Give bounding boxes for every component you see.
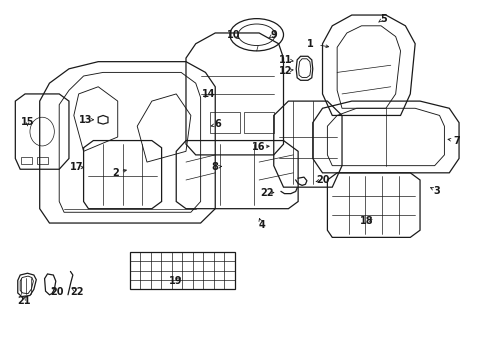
Text: 3: 3 — [433, 186, 440, 196]
Text: 11: 11 — [279, 55, 292, 65]
Text: 9: 9 — [270, 30, 277, 40]
Bar — [210, 112, 239, 134]
Bar — [21, 157, 32, 164]
Text: 17: 17 — [69, 162, 83, 172]
Bar — [130, 252, 234, 289]
Text: 22: 22 — [260, 188, 273, 198]
Text: 12: 12 — [279, 66, 292, 76]
Text: 20: 20 — [315, 175, 328, 185]
Text: 16: 16 — [252, 142, 265, 152]
Text: 10: 10 — [226, 30, 240, 40]
Bar — [244, 112, 273, 134]
Text: 22: 22 — [70, 287, 84, 297]
Text: 4: 4 — [258, 220, 264, 230]
Text: 15: 15 — [20, 117, 34, 127]
Text: 6: 6 — [214, 120, 221, 129]
Text: 13: 13 — [79, 115, 93, 125]
Text: 20: 20 — [50, 287, 64, 297]
Text: 7: 7 — [452, 136, 459, 145]
Text: 21: 21 — [17, 296, 30, 306]
Bar — [37, 157, 48, 164]
Text: 1: 1 — [306, 39, 313, 49]
Text: 8: 8 — [211, 162, 218, 172]
Text: 14: 14 — [202, 89, 215, 99]
Text: 2: 2 — [112, 168, 119, 178]
Text: 19: 19 — [168, 276, 182, 286]
Text: 5: 5 — [379, 14, 386, 24]
Text: 18: 18 — [359, 216, 372, 226]
